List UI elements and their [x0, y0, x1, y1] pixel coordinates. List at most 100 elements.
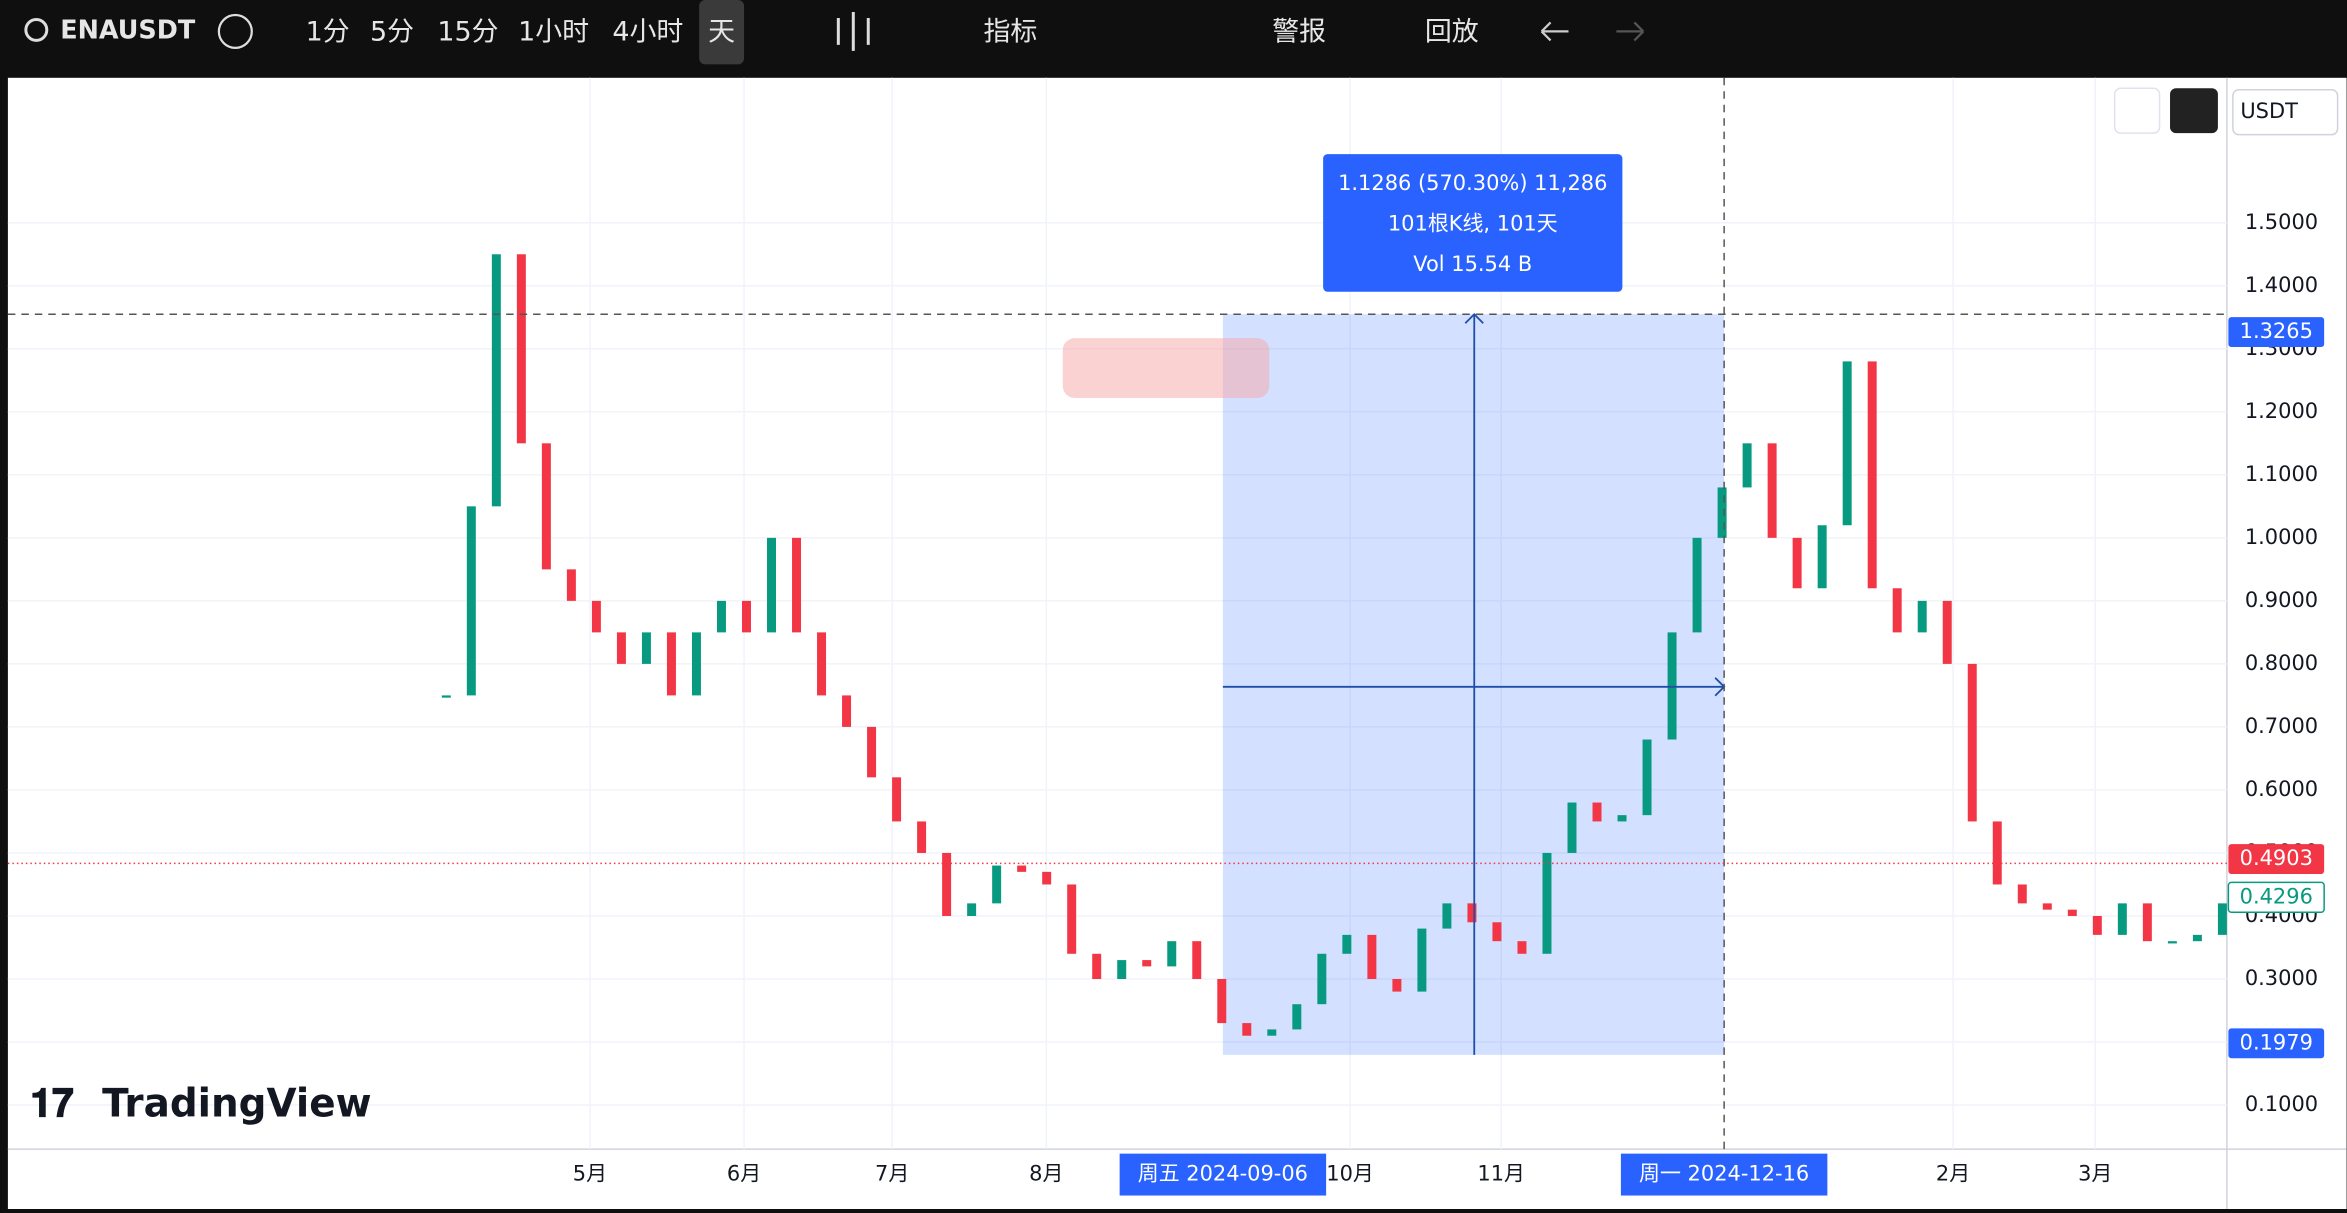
- candle: [792, 537, 802, 633]
- candle: [1817, 525, 1827, 589]
- candle: [967, 903, 977, 916]
- candle: [2142, 903, 2152, 942]
- candle: [842, 695, 852, 727]
- candle: [2192, 934, 2202, 942]
- candle: [1692, 537, 1702, 633]
- y-tick-label: 1.2000: [2245, 399, 2318, 423]
- candle: [867, 726, 877, 778]
- candle: [1867, 361, 1877, 589]
- toolbar: ENAUSDT 1分 5分 15分 1小时 4小时 天 指标 警报 回放: [24, 0, 1645, 65]
- candle: [942, 852, 952, 916]
- candle: [1392, 978, 1402, 992]
- candle: [2017, 884, 2027, 904]
- candle: [1017, 865, 1027, 872]
- candle: [1642, 739, 1652, 816]
- interval[interactable]: 天: [708, 16, 735, 47]
- currency[interactable]: USDT: [2240, 99, 2298, 123]
- candle: [1142, 960, 1152, 967]
- candle: [1517, 941, 1527, 954]
- x-tick-label: 10月: [1326, 1162, 1374, 1186]
- candle: [541, 443, 551, 570]
- interval[interactable]: 4小时: [612, 16, 683, 47]
- price-label: 0.1979: [2240, 1030, 2313, 1054]
- y-tick-label: 1.1000: [2245, 462, 2318, 486]
- alerts[interactable]: 警报: [1272, 16, 1326, 47]
- candle: [1317, 953, 1327, 1005]
- candle: [1217, 978, 1227, 1024]
- candle: [441, 695, 451, 698]
- x-tick-label: 7月: [875, 1162, 909, 1186]
- price-label: 1.3265: [2240, 319, 2313, 343]
- interval[interactable]: 1分: [306, 16, 350, 47]
- x-tick-label: 8月: [1029, 1162, 1063, 1186]
- price-axis: [2226, 77, 2347, 1150]
- candle: [1917, 600, 1927, 633]
- date-label-bg: [1620, 1153, 1828, 1196]
- measure-bars: 101根K线, 101天: [1388, 211, 1558, 235]
- currency-button[interactable]: [2232, 89, 2339, 136]
- candle: [917, 821, 927, 853]
- candle: [1042, 871, 1052, 885]
- y-tick-label: 0.1000: [2245, 1092, 2318, 1116]
- x-tick-label: 11月: [1477, 1162, 1525, 1186]
- candle: [1942, 600, 1952, 664]
- y-tick-label: 1.5000: [2245, 210, 2318, 234]
- x-tick-label: 5月: [573, 1162, 607, 1186]
- fullscreen-button[interactable]: [2170, 88, 2218, 134]
- y-tick-label: 0.3000: [2245, 966, 2318, 990]
- indicators[interactable]: 指标: [983, 16, 1037, 47]
- candle: [1742, 443, 1752, 488]
- candle: [1442, 903, 1452, 929]
- candle: [2067, 909, 2077, 916]
- interval[interactable]: 1小时: [518, 16, 589, 47]
- candle: [491, 254, 501, 507]
- candle: [1992, 821, 2002, 885]
- candle: [1417, 928, 1427, 992]
- price-label: 0.4903: [2240, 846, 2313, 870]
- replay[interactable]: 回放: [1425, 16, 1479, 47]
- y-tick-label: 0.8000: [2245, 651, 2318, 675]
- candle: [1542, 852, 1552, 954]
- candle: [1242, 1023, 1252, 1036]
- redo: [1616, 21, 1645, 42]
- active-interval: [699, 0, 745, 65]
- candle: [742, 600, 751, 633]
- ai-toolbar[interactable]: [1062, 338, 1270, 399]
- interval[interactable]: 5分: [370, 16, 414, 47]
- y-tick-label: 1.0000: [2245, 525, 2318, 549]
- candle: [2092, 915, 2102, 935]
- x-tick-label: 3月: [2078, 1162, 2112, 1186]
- brand: TradingView: [102, 1081, 371, 1126]
- price-label: 0.4296: [2240, 884, 2313, 908]
- y-tick-label: 0.6000: [2245, 777, 2318, 801]
- candle: [892, 777, 902, 822]
- y-tick-label: 0.9000: [2245, 588, 2318, 612]
- candle: [992, 865, 1002, 904]
- candle: [591, 600, 601, 633]
- candle: [2167, 941, 2177, 944]
- candle: [1842, 361, 1852, 526]
- chart-type-icon[interactable]: [836, 11, 870, 51]
- candle: [1492, 922, 1502, 942]
- candle: [1892, 588, 1902, 633]
- candle: [716, 600, 726, 633]
- candle: [1592, 802, 1602, 822]
- add-symbol[interactable]: [217, 13, 253, 50]
- candle: [691, 632, 701, 696]
- candle: [1567, 802, 1577, 853]
- symbol[interactable]: ENAUSDT: [60, 14, 196, 44]
- y-tick-label: 1.4000: [2245, 273, 2318, 297]
- interval[interactable]: 15分: [437, 16, 498, 47]
- candle: [641, 632, 651, 664]
- candle: [1292, 1004, 1302, 1030]
- undo[interactable]: [1540, 21, 1569, 42]
- candle: [466, 506, 476, 696]
- search-icon[interactable]: [24, 17, 49, 42]
- candle: [1342, 934, 1352, 954]
- candle: [2042, 903, 2052, 910]
- candle: [516, 254, 526, 444]
- candle: [1117, 960, 1127, 979]
- candle: [1067, 884, 1077, 954]
- scroll-button[interactable]: [2113, 87, 2161, 134]
